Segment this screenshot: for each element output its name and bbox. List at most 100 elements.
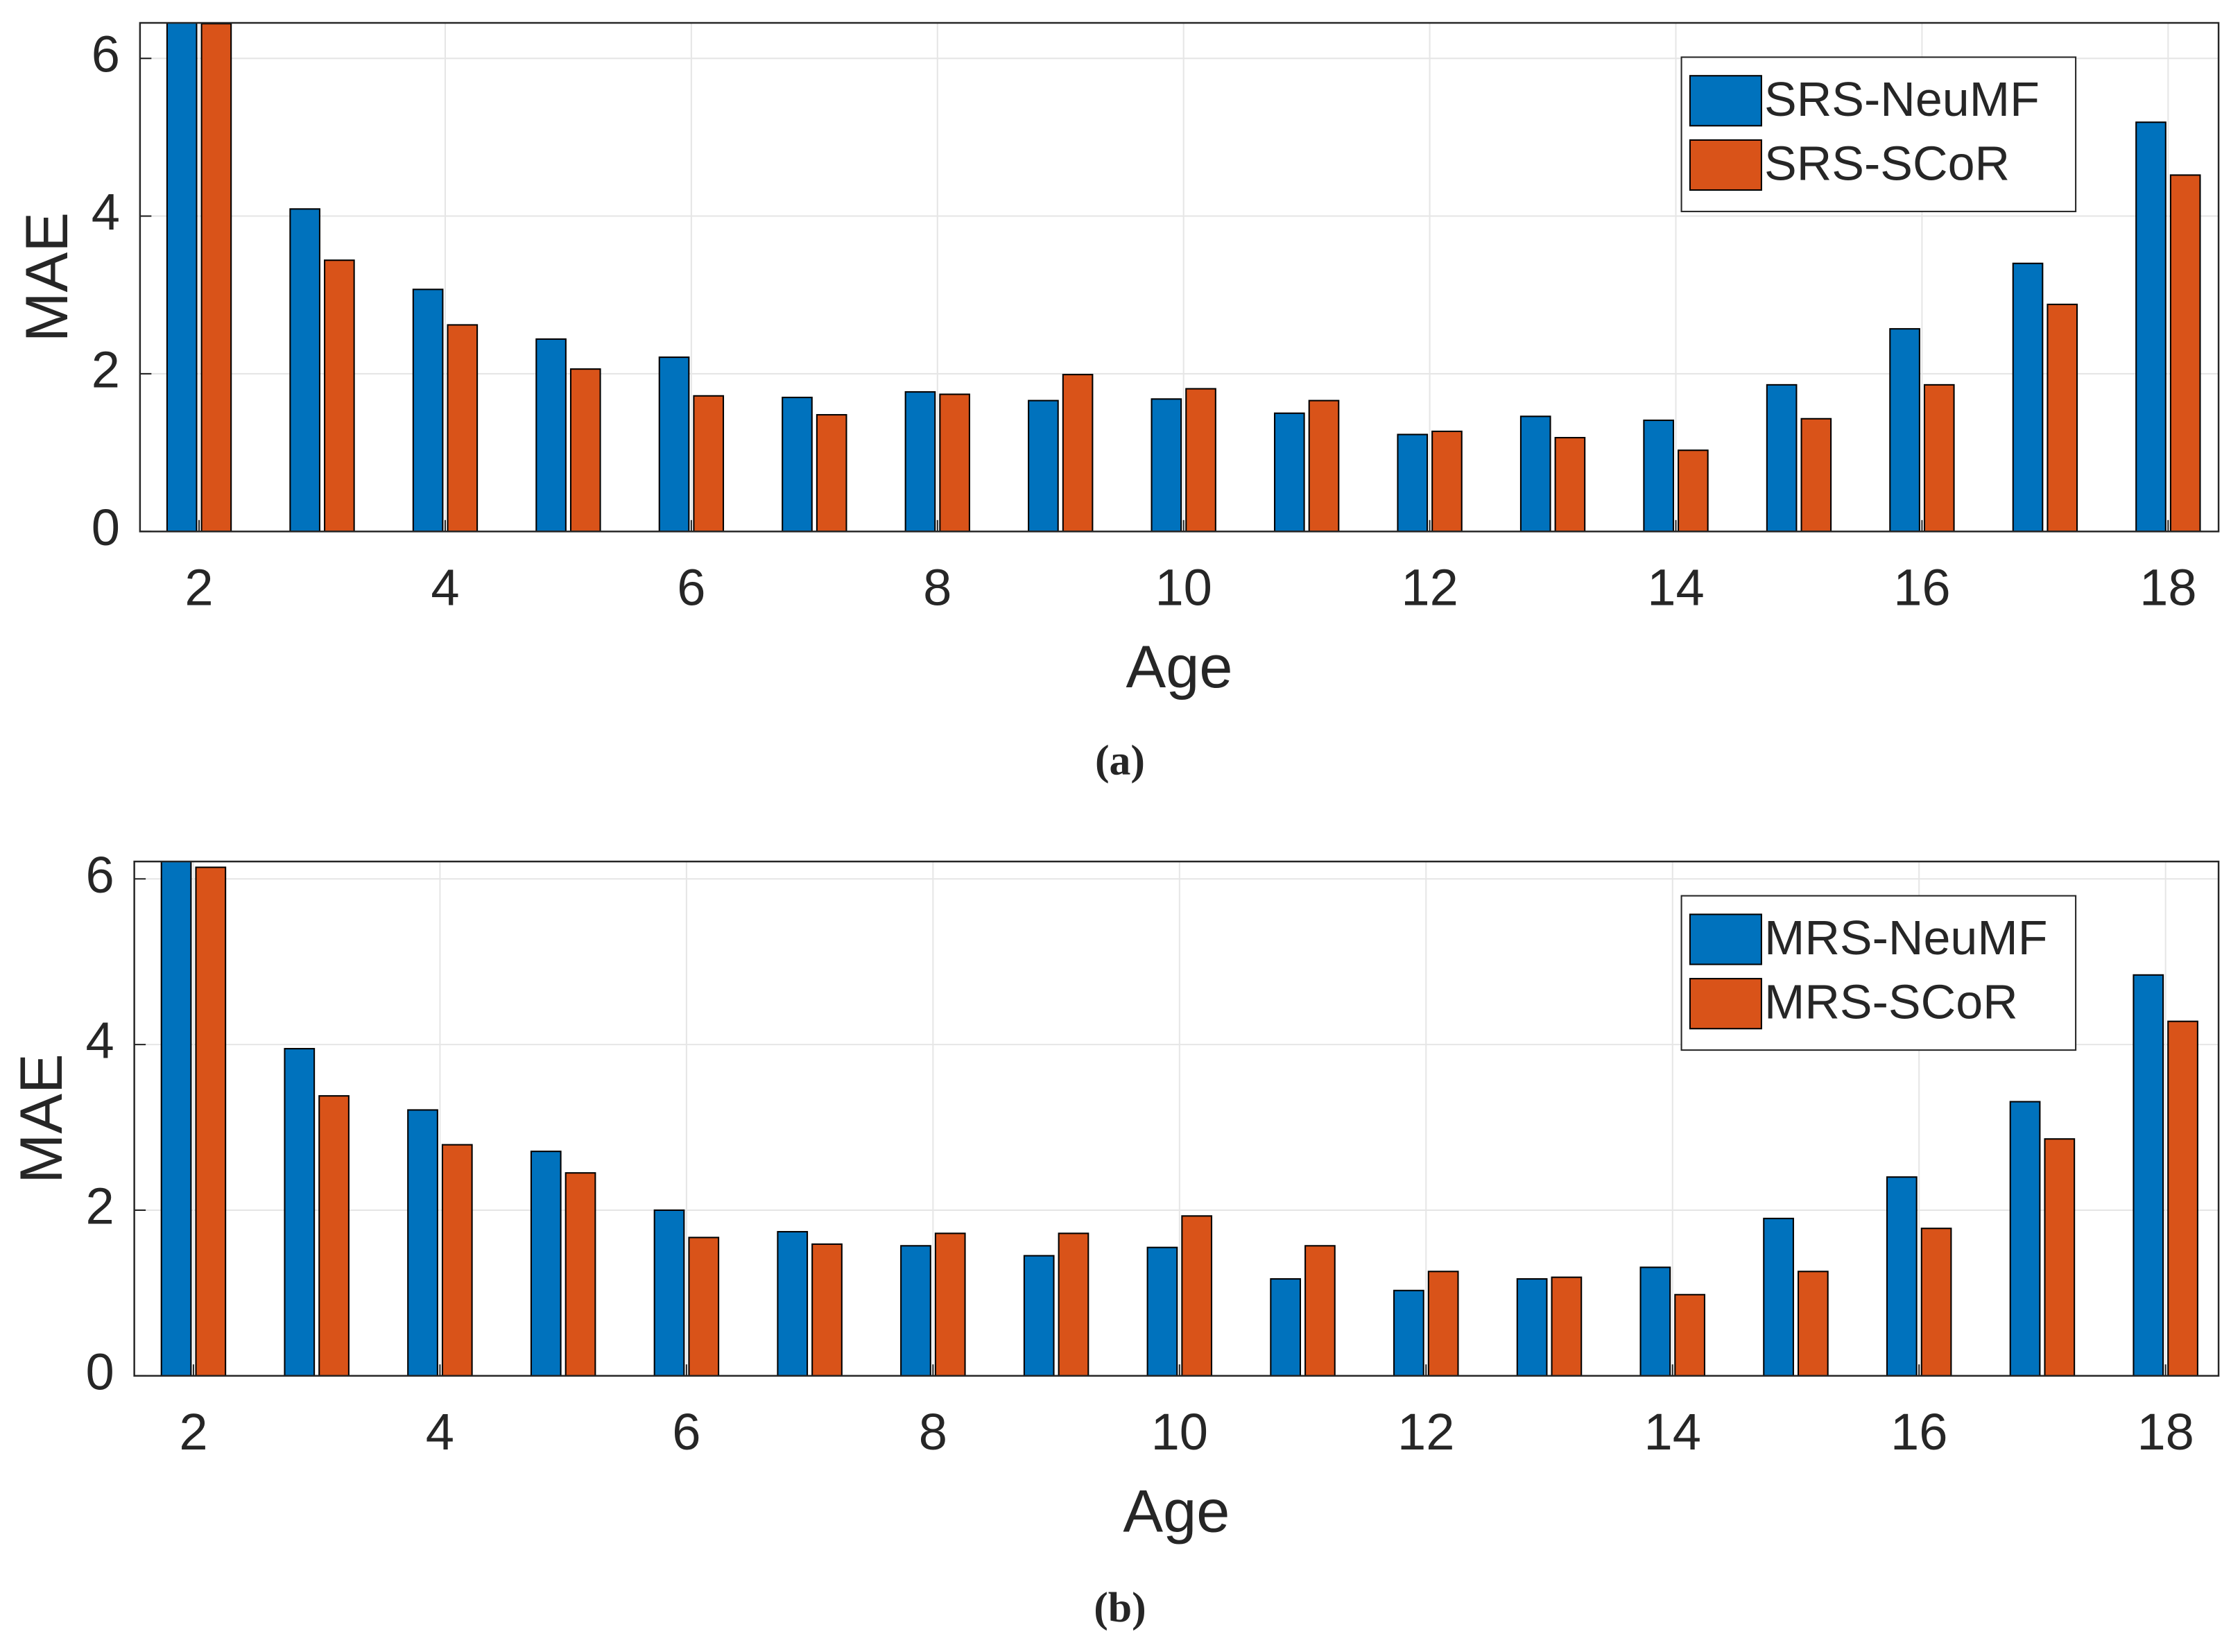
x-tick-label: 16	[1893, 558, 1950, 616]
bar	[1062, 374, 1094, 532]
caption: (b)	[1094, 1584, 1146, 1631]
bar	[2167, 1020, 2198, 1376]
bar	[2012, 262, 2044, 532]
bar	[289, 208, 320, 532]
x-tick-label: 12	[1401, 558, 1458, 616]
x-tick-label: 2	[184, 558, 213, 616]
bar	[1766, 384, 1798, 532]
x-tick-label: 4	[426, 1403, 454, 1461]
bar	[1146, 1246, 1178, 1376]
bar	[200, 23, 232, 532]
bar	[166, 22, 198, 532]
y-tick-label: 0	[86, 1343, 114, 1400]
y-tick-label: 2	[86, 1178, 114, 1235]
y-axis-label: MAE	[8, 1053, 75, 1183]
bar	[934, 1232, 966, 1376]
bar	[441, 1144, 473, 1376]
bar	[1151, 398, 1182, 532]
bar	[530, 1151, 562, 1376]
x-tick-label: 14	[1647, 558, 1704, 616]
bar	[1763, 1217, 1794, 1376]
bar	[1427, 1271, 1459, 1376]
x-tick-label: 16	[1890, 1403, 1947, 1461]
x-tick-label: 8	[923, 558, 951, 616]
x-axis-label: Age	[1123, 1479, 1230, 1545]
bar	[1058, 1232, 1089, 1376]
axes-box	[133, 860, 2220, 1377]
bar	[1886, 1176, 1918, 1376]
x-tick-label: 12	[1397, 1403, 1454, 1461]
bar	[1554, 437, 1586, 532]
x-tick-label: 18	[2137, 1403, 2194, 1461]
legend-label: SRS-SCoR	[1764, 137, 2010, 191]
x-tick-label: 18	[2139, 558, 2196, 616]
bar	[1273, 412, 1305, 532]
y-tick-label: 2	[92, 341, 120, 399]
y-tick-label: 4	[86, 1012, 114, 1069]
bar	[1678, 449, 1709, 532]
legend-label: MRS-NeuMF	[1764, 911, 2047, 965]
legend-swatch	[1689, 913, 1762, 965]
bar	[407, 1109, 438, 1376]
y-tick-label: 4	[92, 183, 120, 241]
y-tick-label: 6	[86, 846, 114, 904]
bar	[939, 393, 970, 532]
bar	[2044, 1138, 2076, 1376]
bar	[1308, 399, 1340, 532]
x-tick-label: 2	[179, 1403, 207, 1461]
bar	[1304, 1245, 1336, 1376]
x-axis-label: Age	[1126, 634, 1233, 700]
bar	[2135, 121, 2166, 532]
bar	[412, 289, 444, 532]
bar	[1519, 415, 1551, 532]
x-tick-label: 14	[1644, 1403, 1701, 1461]
bar	[1643, 419, 1675, 532]
y-tick-label: 0	[92, 499, 120, 556]
bar	[1393, 1289, 1424, 1376]
bar	[447, 324, 479, 532]
legend-swatch	[1689, 978, 1762, 1030]
bar	[1270, 1278, 1302, 1376]
bar	[1674, 1293, 1705, 1376]
bar	[1431, 430, 1463, 532]
y-axis-label: MAE	[14, 212, 80, 342]
bar	[782, 397, 813, 532]
bar	[811, 1243, 843, 1376]
bar	[160, 861, 192, 1376]
bars	[166, 22, 2201, 532]
bar	[1798, 1271, 1829, 1376]
bar	[658, 356, 690, 532]
bar	[569, 368, 601, 532]
bar	[324, 259, 355, 532]
y-tick-label: 6	[92, 26, 120, 83]
bar	[1397, 433, 1429, 532]
legend-label: MRS-SCoR	[1764, 975, 2018, 1029]
bar	[693, 395, 725, 532]
bar	[1889, 328, 1920, 532]
legend-swatch	[1689, 75, 1762, 127]
bar	[904, 391, 936, 532]
x-tick-label: 4	[431, 558, 459, 616]
bar	[1023, 1255, 1055, 1376]
x-tick-label: 10	[1151, 1403, 1208, 1461]
bar	[2169, 174, 2201, 532]
axes-box	[139, 21, 2220, 533]
bar	[1028, 399, 1059, 532]
bar	[1639, 1266, 1671, 1376]
bars	[160, 861, 2198, 1376]
bar	[777, 1230, 809, 1376]
legend-swatch	[1689, 139, 1762, 191]
bar	[1185, 388, 1216, 532]
bar	[900, 1245, 931, 1376]
caption: (a)	[1095, 737, 1145, 784]
bar	[2133, 974, 2164, 1376]
bar	[2009, 1101, 2041, 1376]
bar	[1551, 1276, 1583, 1376]
bar	[284, 1048, 316, 1376]
bar	[2047, 303, 2078, 532]
x-tick-label: 6	[672, 1403, 700, 1461]
bar	[1800, 418, 1832, 532]
bar	[1181, 1215, 1213, 1376]
